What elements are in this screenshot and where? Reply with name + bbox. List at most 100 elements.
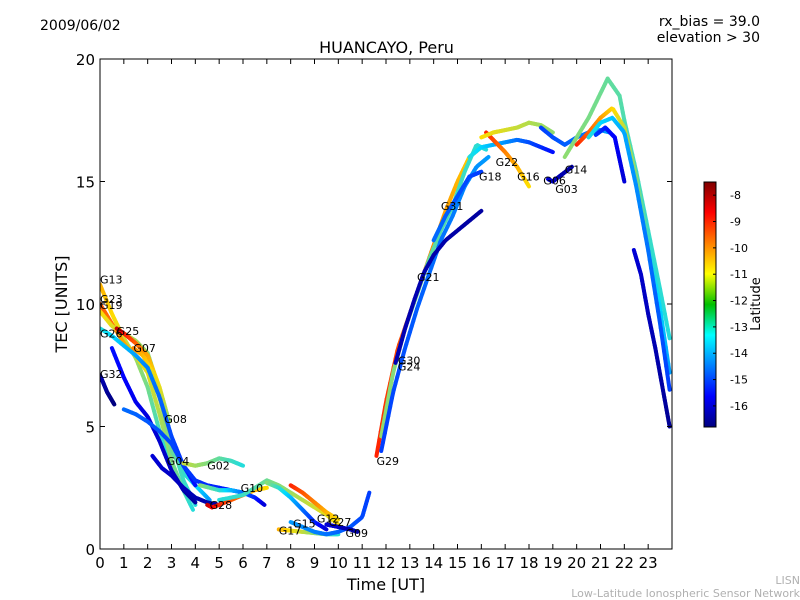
x-tick-label: 17 (496, 554, 515, 572)
series-segment (189, 505, 195, 512)
series-g26 (100, 326, 198, 488)
prn-label: G21 (417, 271, 440, 284)
prn-label: G24 (398, 360, 421, 373)
prn-label: G17 (279, 525, 302, 538)
x-tick-label: 22 (615, 554, 634, 572)
series-segment (549, 149, 555, 155)
chart-title: HUANCAYO, Peru (319, 38, 454, 57)
prn-label: G02 (207, 460, 230, 473)
prn-label: G30 (398, 354, 421, 367)
colorbar-label: Latitude (749, 277, 764, 331)
prn-label: G32 (100, 368, 123, 381)
series-segment (366, 490, 372, 498)
series-g12 (288, 483, 341, 522)
x-tick-label: 12 (376, 554, 395, 572)
prn-label: G10 (241, 482, 264, 495)
series-g06 (546, 164, 574, 184)
prn-label: G15 (293, 517, 316, 530)
colorbar-ticks: -8 -9 -10 -11 -12 -13 -14 -15 -16 (713, 189, 748, 413)
series-g10 (198, 483, 267, 507)
series-g30 (379, 143, 489, 439)
prn-label: G03 (555, 183, 578, 196)
series-segment (166, 416, 172, 424)
y-axis: 0 5 10 15 20 (76, 51, 672, 559)
x-tick-label: 3 (167, 554, 177, 572)
x-tick-label: 2 (143, 554, 153, 572)
prn-label: G14 (565, 163, 588, 176)
colorbar-tick-label: -10 (730, 242, 748, 255)
x-tick-label: 14 (424, 554, 443, 572)
x-tick-label: 18 (519, 554, 538, 572)
prn-label: G27 (329, 516, 352, 529)
series-segment (206, 496, 212, 502)
series-g14c (586, 115, 672, 392)
series-g14b (574, 106, 672, 375)
y-tick-label: 5 (85, 419, 95, 437)
x-tick-label: 9 (310, 554, 320, 572)
x-tick-label: 7 (262, 554, 272, 572)
x-tick-label: 0 (95, 554, 105, 572)
prn-label: G25 (117, 325, 140, 338)
prn-label: G16 (517, 171, 540, 184)
series-segment (526, 183, 531, 189)
series-segment (191, 480, 198, 488)
colorbar-tick-label: -16 (730, 400, 748, 413)
series-segment (482, 146, 489, 152)
y-tick-label: 0 (85, 541, 95, 559)
x-tick-label: 1 (119, 554, 129, 572)
series-segment (261, 502, 267, 507)
series-segment (323, 526, 329, 532)
series-g21 (393, 208, 484, 365)
prn-label: G23 (100, 293, 123, 306)
series-g18 (467, 137, 555, 159)
series-segment (477, 208, 484, 215)
series-segment (191, 499, 198, 505)
x-axis-label: Time [UT] (346, 575, 425, 594)
prn-label: G29 (376, 455, 399, 468)
colorbar-tick-label: -11 (730, 268, 748, 281)
series-g29 (374, 145, 484, 458)
prn-label: G28 (210, 499, 233, 512)
series-g20 (631, 248, 672, 429)
x-tick-label: 8 (286, 554, 296, 572)
series-g09 (324, 522, 360, 534)
colorbar-tick-label: -14 (730, 347, 748, 360)
x-tick-label: 15 (448, 554, 467, 572)
series-g11 (593, 125, 627, 184)
colorbar (703, 181, 717, 428)
series-segment (666, 328, 672, 341)
y-axis-label: TEC [UNITS] (52, 256, 71, 354)
series-g10b (217, 478, 341, 527)
prn-label: G19 (100, 299, 123, 312)
series-layer (100, 76, 672, 537)
x-tick-label: 10 (329, 554, 348, 572)
series-g02 (181, 456, 245, 468)
series-segment (666, 362, 672, 375)
series-g24 (379, 155, 491, 453)
credit-line2: Low-Latitude Ionospheric Sensor Network (571, 587, 800, 600)
series-segment (666, 380, 672, 392)
series-segment (484, 155, 491, 161)
prn-label: G06 (543, 174, 566, 187)
series-g25 (114, 326, 172, 424)
y-tick-label: 10 (76, 296, 95, 314)
credit: LISN Low-Latitude Ionospheric Sensor Net… (571, 574, 800, 600)
series-segment (667, 421, 672, 429)
colorbar-tick-label: -13 (730, 321, 748, 334)
y-tick-label: 15 (76, 174, 95, 192)
colorbar-tick-label: -8 (730, 189, 741, 202)
x-tick-label: 21 (591, 554, 610, 572)
prn-label: G13 (100, 274, 123, 287)
series-g16 (479, 120, 555, 140)
elevation-label: elevation > 30 (656, 30, 760, 46)
prn-label: G04 (167, 455, 190, 468)
colorbar-tick-label: -12 (730, 295, 748, 308)
rx-bias-label: rx_bias = 39.0 (658, 14, 760, 30)
prn-label: G09 (345, 527, 368, 540)
series-g31 (431, 169, 484, 243)
series-g15 (264, 480, 329, 532)
series-segment (549, 129, 555, 135)
x-tick-label: 16 (472, 554, 491, 572)
